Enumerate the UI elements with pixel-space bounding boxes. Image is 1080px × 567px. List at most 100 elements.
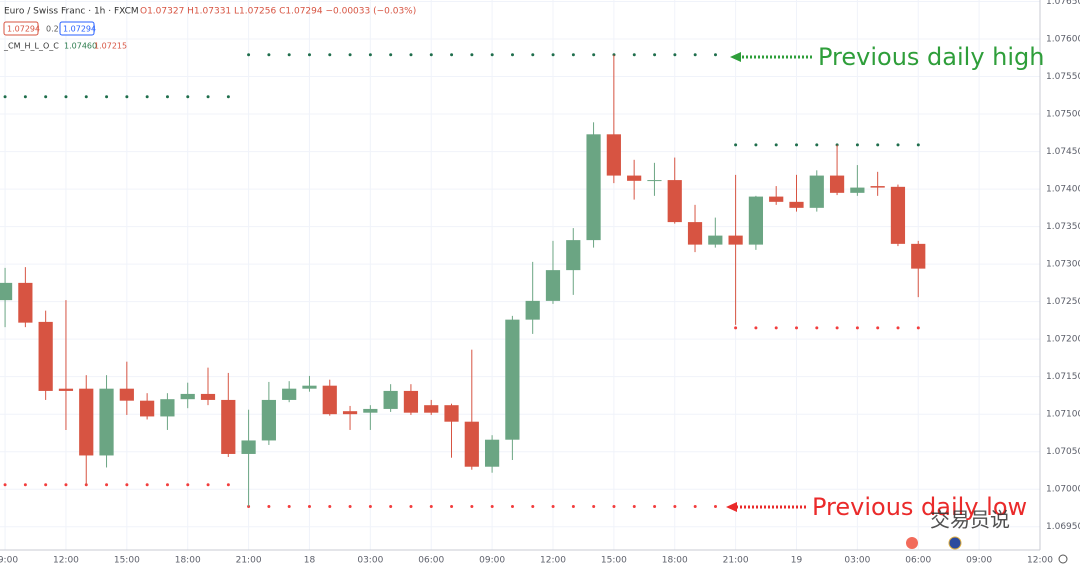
candle-body: [647, 180, 662, 182]
x-tick-label: 06:00: [905, 556, 931, 566]
x-tick-label: 03:00: [844, 556, 870, 566]
candle-body: [18, 282, 33, 323]
candle-body: [769, 196, 784, 202]
y-tick-label: 1.07050: [1046, 447, 1080, 457]
y-tick-label: 1.07200: [1046, 335, 1080, 345]
x-tick-label: 12:00: [1027, 556, 1053, 566]
candle-body: [99, 388, 114, 456]
candle-body: [424, 405, 439, 413]
candle-body: [484, 439, 500, 467]
annotation: Previous daily low: [812, 493, 1027, 521]
candle-body: [58, 388, 74, 391]
candle-body: [667, 180, 682, 223]
event-icon: [948, 536, 962, 550]
badge-text: 0.2: [46, 25, 59, 34]
candle-body: [322, 385, 337, 415]
x-tick-label: 15:00: [601, 556, 627, 566]
y-tick-label: 1.07300: [1046, 260, 1080, 270]
watermark: 交易员说: [930, 508, 1010, 532]
arrow-head: [726, 502, 737, 512]
candle-body: [850, 187, 865, 193]
x-tick-label: 18: [304, 556, 316, 566]
candle-body: [911, 243, 926, 269]
candle-body: [545, 270, 561, 301]
x-tick-label: 09:00: [0, 556, 18, 566]
indicator-value: 1.07215: [94, 42, 127, 51]
indicator-name: _CM_H_L_O_C: [3, 42, 59, 51]
x-tick-label: 06:00: [418, 556, 444, 566]
x-tick-label: 15:00: [114, 556, 140, 566]
candle-body: [586, 134, 601, 241]
y-tick-label: 1.07000: [1046, 485, 1080, 495]
candle-body: [708, 235, 723, 245]
candle-body: [383, 390, 398, 409]
candle-body: [627, 175, 642, 181]
y-tick-label: 1.07550: [1046, 72, 1080, 82]
badge-text: 1.07294: [63, 25, 96, 34]
candle-body: [0, 282, 13, 301]
badge-text: 1.07294: [7, 25, 40, 34]
candle-body: [566, 240, 581, 271]
candle-body: [282, 388, 297, 400]
candle-body: [38, 321, 53, 391]
annotation: Previous daily high: [818, 43, 1045, 71]
candle-body: [890, 186, 906, 244]
candle-body: [809, 175, 824, 208]
settings-icon[interactable]: [1058, 554, 1068, 564]
candle-body: [261, 399, 276, 441]
arrow-head: [730, 52, 741, 62]
candle-body: [829, 175, 845, 193]
y-tick-label: 1.07400: [1046, 185, 1080, 195]
x-tick-label: 09:00: [479, 556, 505, 566]
y-tick-label: 1.06950: [1046, 522, 1080, 532]
x-tick-label: 12:00: [540, 556, 566, 566]
candle-body: [464, 421, 479, 467]
x-tick-label: 12:00: [53, 556, 79, 566]
candle-body: [180, 393, 195, 400]
event-icon: [906, 537, 918, 549]
candle-body: [444, 405, 459, 422]
candle-body: [302, 385, 317, 389]
candle-body: [748, 196, 764, 245]
badge: [59, 21, 95, 36]
indicator-value: 1.07460: [64, 42, 97, 51]
candle-body: [200, 393, 216, 400]
y-tick-label: 1.07350: [1046, 222, 1080, 232]
y-tick-label: 1.07600: [1046, 35, 1080, 45]
symbol-title: Euro / Swiss Franc · 1h · FXCM: [4, 7, 139, 17]
x-tick-label: 21:00: [723, 556, 749, 566]
candles: [0, 54, 926, 507]
candle-body: [160, 399, 175, 417]
candle-body: [221, 399, 236, 454]
candle-body: [728, 235, 743, 245]
candle-body: [79, 388, 94, 456]
candle-body: [241, 440, 256, 454]
candle-body: [119, 388, 134, 401]
y-tick-label: 1.07500: [1046, 110, 1080, 120]
price-axis: [1040, 0, 1080, 567]
candle-body: [687, 222, 703, 245]
candle-body: [505, 319, 520, 440]
x-tick-label: 21:00: [236, 556, 262, 566]
y-tick-label: 1.07650: [1046, 0, 1080, 7]
candle-body: [342, 411, 358, 415]
candle-body: [870, 186, 885, 188]
x-tick-label: 18:00: [175, 556, 201, 566]
x-tick-label: 09:00: [966, 556, 992, 566]
candle-body: [606, 134, 621, 176]
candle-body: [525, 300, 540, 320]
x-tick-label: 19: [791, 556, 803, 566]
candle-body: [363, 408, 378, 413]
y-tick-label: 1.07250: [1046, 297, 1080, 307]
ohlc-header: O1.07327 H1.07331 L1.07256 C1.07294 −0.0…: [140, 7, 416, 17]
x-tick-label: 03:00: [357, 556, 383, 566]
candle-body: [140, 400, 155, 417]
y-tick-label: 1.07150: [1046, 372, 1080, 382]
badge: [3, 21, 39, 36]
y-tick-label: 1.07100: [1046, 410, 1080, 420]
x-tick-label: 18:00: [662, 556, 688, 566]
candle-body: [403, 390, 419, 413]
